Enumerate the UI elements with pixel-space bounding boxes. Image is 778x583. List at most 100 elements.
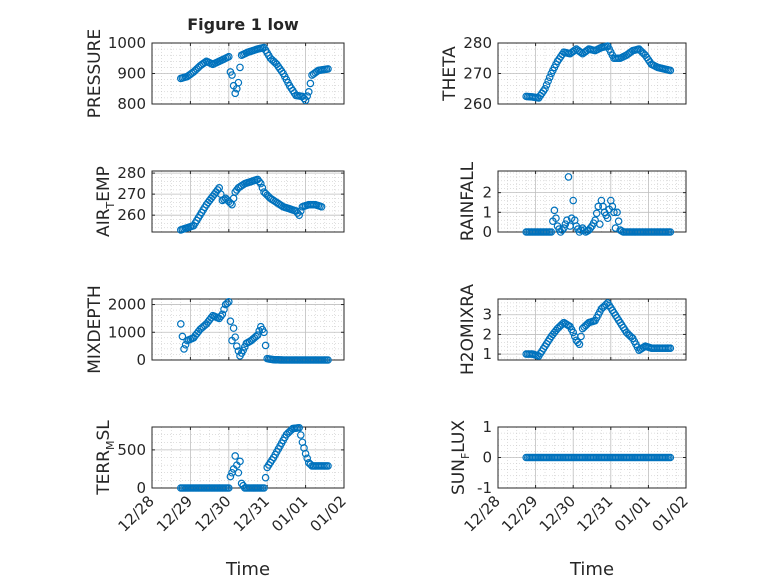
y-tick-label: 1000: [108, 323, 146, 341]
data-point: [324, 462, 332, 470]
data-point: [231, 333, 240, 341]
x-tick-label: 12/29: [498, 492, 541, 535]
data-point: [614, 217, 623, 225]
data-point: [570, 46, 579, 55]
data-point: [231, 452, 240, 460]
data-point: [234, 78, 243, 87]
data-point: [295, 211, 304, 219]
data-point: [596, 220, 604, 228]
y-tick-label: 500: [117, 441, 146, 459]
data-point: [220, 195, 228, 204]
y-tick-label: 900: [117, 65, 146, 83]
data-point: [552, 214, 560, 223]
x-axis-label: Time: [225, 559, 270, 580]
x-tick-label: 01/01: [268, 492, 311, 535]
data-point: [324, 65, 332, 73]
data-point: [666, 453, 675, 462]
data-point: [564, 173, 573, 181]
y-tick-label: 260: [463, 95, 492, 113]
data-point: [236, 63, 244, 72]
y-tick-label: 0: [136, 479, 146, 497]
y-axis-label: THETA: [440, 46, 460, 102]
data-point: [317, 202, 326, 211]
data-point: [226, 472, 235, 481]
y-tick-label: 0: [482, 223, 492, 241]
data-point: [236, 457, 244, 466]
data-point: [550, 206, 559, 215]
y-tick-label: 280: [117, 164, 146, 182]
y-tick-label: 0: [136, 351, 146, 369]
y-axis-label: SUNFLUX: [449, 420, 472, 495]
data-point: [177, 320, 185, 328]
x-tick-label: 12/29: [153, 492, 196, 535]
data-point: [324, 356, 332, 364]
data-point: [225, 52, 233, 61]
data-point: [258, 184, 267, 192]
y-tick-label: 2: [482, 325, 492, 343]
data-point: [228, 71, 236, 79]
data-point: [613, 208, 621, 217]
data-point: [577, 48, 585, 57]
data-point: [563, 216, 571, 224]
figure-title: Figure 1 low: [187, 15, 299, 34]
data-point: [260, 328, 268, 337]
x-tick-label: 01/02: [649, 492, 692, 535]
x-tick-label: 12/28: [115, 492, 158, 535]
data-point: [252, 332, 260, 341]
y-axis-label: PRESSURE: [85, 29, 105, 118]
x-tick-label: 12/28: [461, 492, 504, 535]
data-point: [301, 449, 310, 458]
data-point: [558, 226, 567, 234]
y-tick-label: 800: [117, 95, 146, 113]
data-point: [217, 312, 225, 321]
x-axis-label: Time: [569, 559, 614, 580]
x-tick-label: 12/31: [230, 492, 273, 535]
data-point: [666, 228, 675, 236]
data-point: [603, 214, 612, 223]
y-axis-label: H2OMIXRA: [458, 284, 478, 375]
data-point: [594, 202, 603, 211]
data-point: [545, 73, 554, 82]
x-tick-label: 01/02: [307, 492, 350, 535]
y-tick-label: 270: [463, 65, 492, 83]
data-point: [666, 66, 675, 75]
y-tick-label: 1: [482, 345, 492, 363]
y-axis-label: MIXDEPTH: [85, 285, 105, 374]
y-tick-label: 1: [482, 418, 492, 436]
data-point: [575, 340, 584, 349]
data-point: [542, 81, 551, 89]
y-tick-label: 280: [463, 34, 492, 52]
y-axis-label: AIRTEMP: [94, 166, 117, 237]
data-point: [229, 324, 238, 332]
y-tick-label: 2000: [108, 296, 146, 314]
data-point: [569, 196, 578, 205]
data-point: [303, 454, 312, 463]
data-point: [541, 84, 549, 93]
data-point: [255, 177, 264, 186]
y-tick-label: 2: [482, 184, 492, 202]
data-point: [261, 341, 270, 350]
data-point: [226, 317, 235, 325]
y-axis-label: TERRMSL: [94, 420, 117, 496]
data-point: [610, 208, 618, 217]
data-point: [544, 77, 552, 85]
data-point: [239, 346, 248, 355]
data-point: [231, 89, 240, 98]
data-point: [304, 88, 313, 96]
x-tick-label: 12/30: [536, 492, 579, 535]
data-point: [303, 92, 312, 100]
data-point: [220, 305, 228, 314]
data-point: [591, 216, 599, 224]
data-point: [225, 297, 233, 306]
y-tick-label: 0: [482, 449, 492, 467]
data-point: [569, 328, 578, 337]
data-point: [295, 423, 304, 432]
data-point: [611, 224, 620, 232]
